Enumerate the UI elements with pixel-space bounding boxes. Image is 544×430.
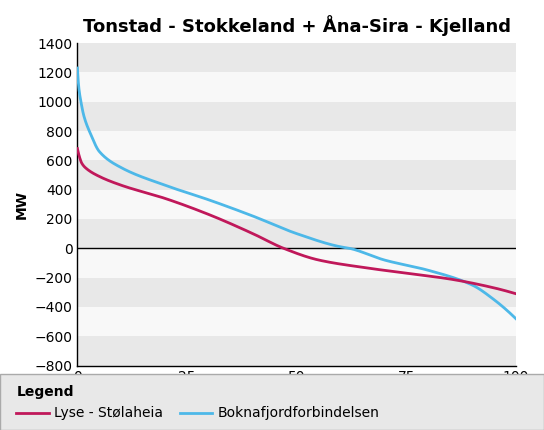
Bar <box>77 307 516 336</box>
Bar <box>77 131 516 160</box>
Text: Legend: Legend <box>16 385 74 399</box>
Bar <box>77 248 516 278</box>
Title: Tonstad - Stokkeland + Åna-Sira - Kjelland: Tonstad - Stokkeland + Åna-Sira - Kjella… <box>83 15 511 36</box>
FancyBboxPatch shape <box>0 374 544 430</box>
Text: Lyse - Stølaheia: Lyse - Stølaheia <box>54 406 163 420</box>
Bar <box>77 102 516 131</box>
Bar <box>77 190 516 219</box>
Bar <box>77 336 516 365</box>
Text: Boknafjordforbindelsen: Boknafjordforbindelsen <box>218 406 380 420</box>
Bar <box>77 219 516 248</box>
Bar <box>77 160 516 190</box>
Bar <box>77 43 516 72</box>
Bar <box>77 278 516 307</box>
Y-axis label: MW: MW <box>15 190 29 219</box>
Bar <box>77 72 516 102</box>
